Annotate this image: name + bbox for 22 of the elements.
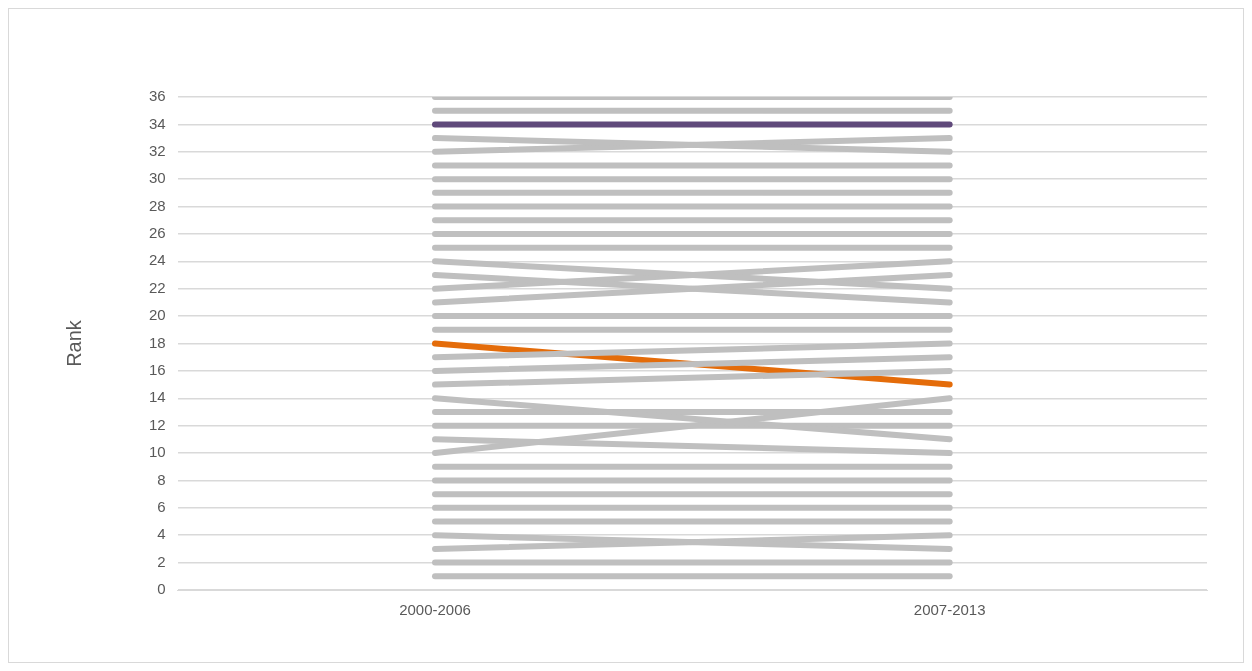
y-tick-label: 18 <box>149 333 166 351</box>
y-tick-label: 2 <box>157 552 166 570</box>
y-tick-label: 26 <box>149 224 166 242</box>
y-tick-label: 30 <box>149 169 166 187</box>
y-tick-label: 6 <box>157 497 166 515</box>
y-tick-label: 8 <box>157 470 166 488</box>
y-tick-label: 0 <box>157 580 166 598</box>
y-tick-label: 10 <box>149 443 166 461</box>
y-tick-label: 36 <box>149 87 166 105</box>
y-tick-label: 20 <box>149 306 166 324</box>
y-tick-label: 22 <box>149 278 166 296</box>
x-tick-label: 2007-2013 <box>913 601 986 619</box>
y-tick-label: 12 <box>149 415 166 433</box>
y-axis-title: Rank <box>62 319 85 367</box>
y-tick-label: 16 <box>149 361 166 379</box>
y-tick-label: 24 <box>149 251 166 269</box>
y-tick-label: 34 <box>149 114 166 132</box>
x-tick-label: 2000-2006 <box>399 601 471 619</box>
y-tick-label: 32 <box>149 141 166 159</box>
y-tick-label: 28 <box>149 196 166 214</box>
y-tick-label: 4 <box>157 525 166 543</box>
y-tick-label: 14 <box>149 388 166 406</box>
